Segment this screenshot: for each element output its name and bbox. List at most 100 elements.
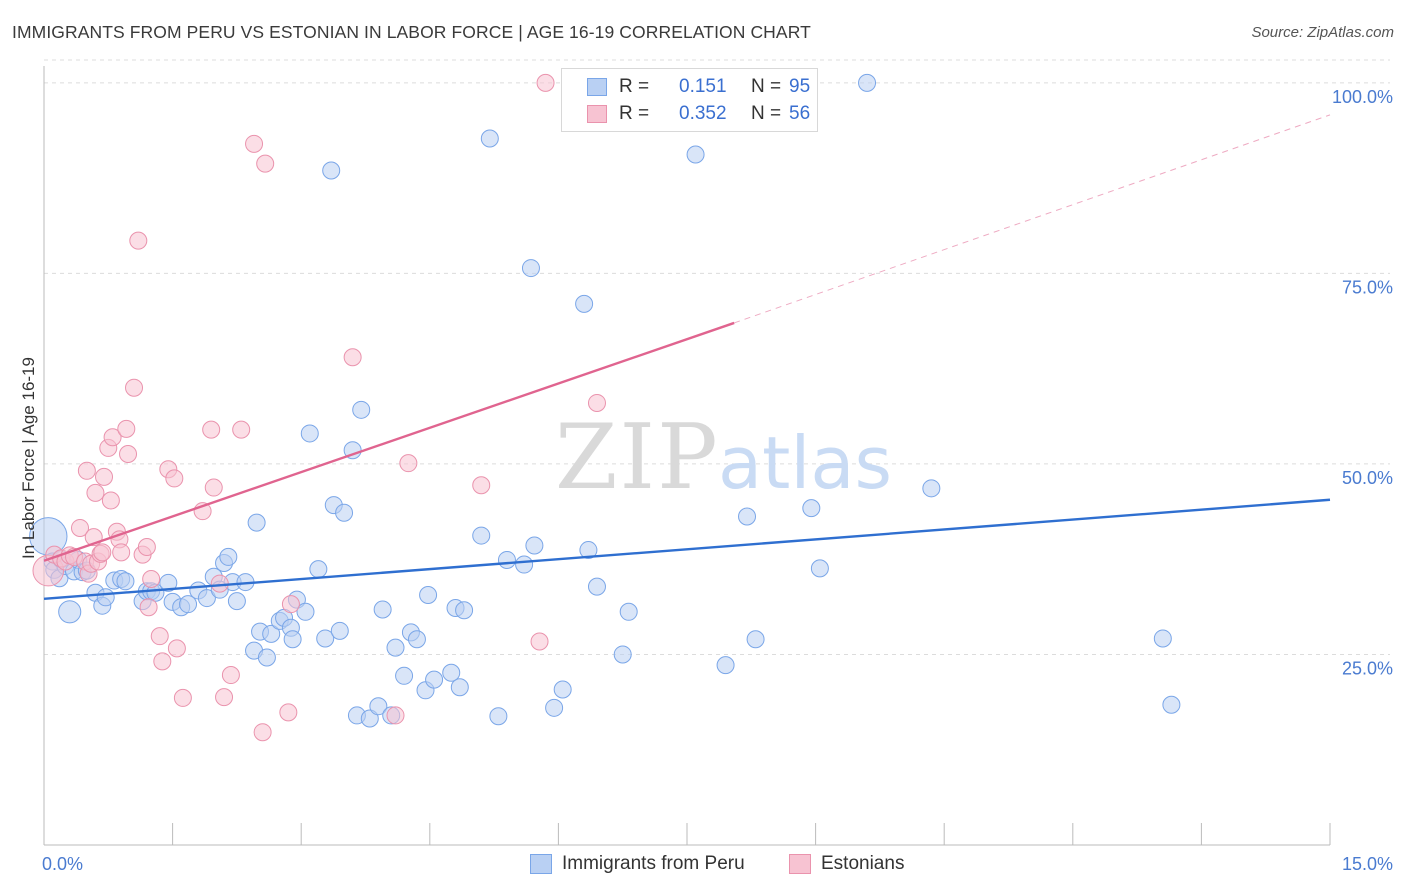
estonian-point: [173, 688, 192, 707]
estonian-point: [101, 491, 120, 510]
peru-point: [497, 550, 516, 569]
peru-point: [1153, 629, 1172, 648]
gridlines: [44, 59, 1390, 655]
estonian-trend-line: [43, 321, 735, 562]
watermark: ZIP atlas: [555, 405, 892, 510]
legend-r-value: 0.352: [679, 103, 727, 124]
y-tick-label: 25.0%: [1342, 658, 1393, 678]
estonian-point: [221, 666, 240, 685]
estonian-point: [142, 570, 161, 589]
peru-point: [386, 638, 405, 657]
legend-r-label: R =: [619, 103, 650, 124]
bottom-legend-label-peru: Immigrants from Peru: [562, 853, 745, 874]
estonian-point: [281, 595, 300, 614]
peru-point: [316, 629, 335, 648]
peru-point: [179, 595, 198, 614]
peru-point: [425, 670, 444, 689]
peru-point: [525, 536, 544, 555]
peru-point: [450, 678, 469, 697]
legend-row-peru: R = 0.151 N = 95: [562, 74, 810, 100]
bottom-legend-swatch-estonians: [789, 854, 811, 874]
peru-point: [619, 602, 638, 621]
legend-n-label: N =: [751, 76, 782, 97]
peru-point: [247, 513, 266, 532]
estonian-point: [215, 688, 234, 707]
bottom-legend-estonians: Estonians: [789, 852, 904, 876]
axis-labels: 25.0% 50.0% 75.0% 100.0% 0.0% 15.0%: [42, 87, 1393, 874]
peru-point: [283, 630, 302, 649]
peru-point: [373, 600, 392, 619]
estonian-point: [129, 231, 148, 250]
peru-point: [407, 630, 426, 649]
trend-lines: [43, 114, 1331, 601]
peru-point: [296, 602, 315, 621]
estonian-point: [245, 134, 264, 153]
estonian-point: [256, 154, 275, 173]
peru-point: [116, 572, 135, 591]
peru-point: [810, 559, 829, 578]
peru-point: [227, 592, 246, 611]
peru-point: [197, 589, 216, 608]
estonian-point: [587, 393, 606, 412]
peru-point: [219, 547, 238, 566]
peru-trend-line: [43, 498, 1331, 601]
peru-point: [159, 573, 178, 592]
legend-n-label: N =: [751, 103, 782, 124]
estonian-point: [86, 483, 105, 502]
estonian-point: [119, 445, 138, 464]
estonian-point: [93, 543, 112, 562]
y-tick-label: 75.0%: [1342, 277, 1393, 297]
estonian-point: [279, 703, 298, 722]
peru-point: [858, 73, 877, 92]
estonian-point: [137, 538, 156, 557]
peru-point: [738, 507, 757, 526]
estonian-point: [253, 723, 272, 742]
estonian-point: [232, 420, 251, 439]
estonian-point: [530, 632, 549, 651]
peru-point: [489, 707, 508, 726]
estonian-point: [103, 428, 122, 447]
peru-point: [587, 577, 606, 596]
peru-point: [335, 503, 354, 522]
peru-point: [369, 697, 388, 716]
estonian-point: [112, 543, 131, 562]
axes: [43, 66, 1331, 846]
peru-point: [352, 400, 371, 419]
estonian-point: [343, 348, 362, 367]
legend-swatch-peru: [587, 78, 607, 96]
estonian-point: [167, 639, 186, 658]
estonian-point: [117, 419, 136, 438]
peru-point: [96, 588, 115, 607]
estonian-point: [125, 378, 144, 397]
estonian-point: [150, 627, 169, 646]
peru-point: [553, 680, 572, 699]
y-tick-label: 100.0%: [1332, 87, 1393, 107]
peru-point: [575, 294, 594, 313]
peru-point: [309, 560, 328, 579]
estonian-point: [77, 461, 96, 480]
peru-point: [746, 630, 765, 649]
legend: R = 0.151 N = 95 R = 0.352 N = 56: [561, 68, 818, 132]
peru-point: [360, 709, 379, 728]
y-tick-label: 50.0%: [1342, 468, 1393, 488]
legend-r-label: R =: [619, 76, 650, 97]
estonian-point: [139, 598, 158, 617]
bottom-legend-peru: Immigrants from Peru: [530, 852, 745, 876]
legend-swatch-estonians: [587, 105, 607, 123]
legend-r-value: 0.151: [679, 76, 727, 97]
legend-row-estonians: R = 0.352 N = 56: [562, 101, 810, 127]
watermark-atlas: atlas: [718, 421, 892, 505]
estonian-point: [386, 706, 405, 725]
peru-point: [262, 624, 281, 643]
peru-point: [322, 161, 341, 180]
bottom-legend-swatch-peru: [530, 854, 552, 874]
peru-point: [716, 656, 735, 675]
peru-point: [686, 145, 705, 164]
estonian-point: [153, 652, 172, 671]
legend-n-value: 95: [789, 76, 811, 97]
estonian-point: [536, 73, 555, 92]
peru-point: [472, 526, 491, 545]
peru-point: [455, 601, 474, 620]
estonian-trend-extension: [733, 114, 1331, 324]
